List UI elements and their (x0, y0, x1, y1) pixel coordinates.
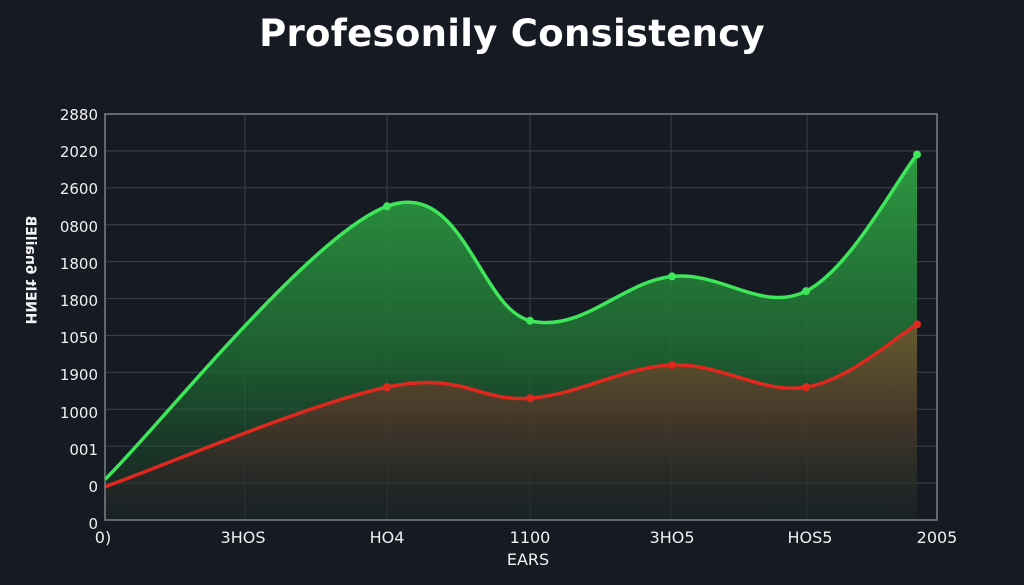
red-series-area (105, 324, 917, 520)
red-data-point (526, 394, 534, 403)
y-tick-label: 2600 (59, 180, 98, 199)
red-data-point (668, 360, 676, 369)
x-tick-label: 3HO5 (649, 528, 695, 547)
green-data-point (913, 150, 921, 159)
x-tick-label: 0) (94, 528, 112, 547)
x-tick-label: 2005 (916, 528, 958, 547)
y-tick-label: 0 (88, 478, 98, 496)
y-tick-label: 1050 (59, 329, 98, 348)
y-tick-label: 2020 (59, 143, 98, 162)
green-data-point (802, 287, 810, 296)
red-data-point (383, 383, 391, 392)
y-tick-label: 0 (88, 515, 98, 534)
red-data-point (913, 320, 921, 329)
chart-title: Profesonily Consistency (259, 12, 765, 55)
y-tick-label: 1000 (59, 403, 98, 422)
data-points (383, 150, 921, 403)
red-data-point (802, 383, 810, 392)
y-tick-label: 2880 (59, 106, 98, 124)
y-tick-label: 0800 (59, 217, 98, 236)
y-tick-label: 1800 (59, 254, 98, 273)
green-data-point (668, 272, 676, 281)
x-tick-label: HO4 (369, 528, 405, 547)
y-tick-label: 1900 (59, 366, 98, 385)
plot-frame (104, 113, 938, 521)
x-tick-label: 3HOS (220, 528, 266, 547)
x-tick-label: HOS5 (787, 528, 833, 547)
green-data-point (526, 316, 534, 325)
x-axis-label: EARS (506, 550, 550, 569)
green-data-point (383, 202, 391, 211)
x-tick-label: 1100 (509, 528, 551, 547)
y-tick-label: 1800 (59, 292, 98, 310)
y-tick-label: 001 (69, 440, 98, 459)
